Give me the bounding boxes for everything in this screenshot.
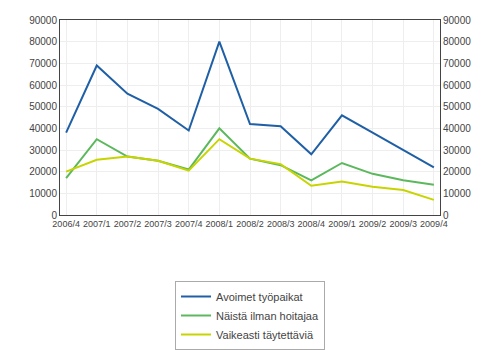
svg-text:2008/3: 2008/3 xyxy=(267,219,295,229)
svg-text:2009/3: 2009/3 xyxy=(389,219,417,229)
svg-text:60000: 60000 xyxy=(443,80,471,91)
svg-text:10000: 10000 xyxy=(443,188,471,199)
svg-text:0: 0 xyxy=(51,210,57,221)
svg-text:40000: 40000 xyxy=(29,123,57,134)
svg-text:Avoimet työpaikat: Avoimet työpaikat xyxy=(216,291,303,303)
svg-text:2009/1: 2009/1 xyxy=(328,219,356,229)
svg-text:Vaikeasti täytettäviä: Vaikeasti täytettäviä xyxy=(216,329,314,341)
svg-text:10000: 10000 xyxy=(29,188,57,199)
svg-text:20000: 20000 xyxy=(443,166,471,177)
svg-text:2006/4: 2006/4 xyxy=(52,219,80,229)
svg-text:50000: 50000 xyxy=(29,101,57,112)
svg-text:90000: 90000 xyxy=(443,15,471,26)
svg-text:2007/3: 2007/3 xyxy=(144,219,172,229)
svg-text:2008/2: 2008/2 xyxy=(236,219,264,229)
svg-text:70000: 70000 xyxy=(443,58,471,69)
svg-text:80000: 80000 xyxy=(29,36,57,47)
svg-text:80000: 80000 xyxy=(443,36,471,47)
svg-text:0: 0 xyxy=(443,210,449,221)
svg-text:90000: 90000 xyxy=(29,15,57,26)
svg-text:2007/2: 2007/2 xyxy=(114,219,142,229)
svg-text:Näistä ilman hoitajaa: Näistä ilman hoitajaa xyxy=(216,310,319,322)
svg-text:2009/2: 2009/2 xyxy=(359,219,387,229)
svg-text:60000: 60000 xyxy=(29,80,57,91)
svg-text:50000: 50000 xyxy=(443,101,471,112)
svg-text:2007/4: 2007/4 xyxy=(175,219,203,229)
svg-text:30000: 30000 xyxy=(443,145,471,156)
svg-text:2008/1: 2008/1 xyxy=(206,219,234,229)
svg-text:70000: 70000 xyxy=(29,58,57,69)
svg-text:2008/4: 2008/4 xyxy=(298,219,326,229)
svg-text:30000: 30000 xyxy=(29,145,57,156)
svg-text:40000: 40000 xyxy=(443,123,471,134)
svg-text:2009/4: 2009/4 xyxy=(420,219,448,229)
svg-text:2007/1: 2007/1 xyxy=(83,219,111,229)
svg-text:20000: 20000 xyxy=(29,166,57,177)
